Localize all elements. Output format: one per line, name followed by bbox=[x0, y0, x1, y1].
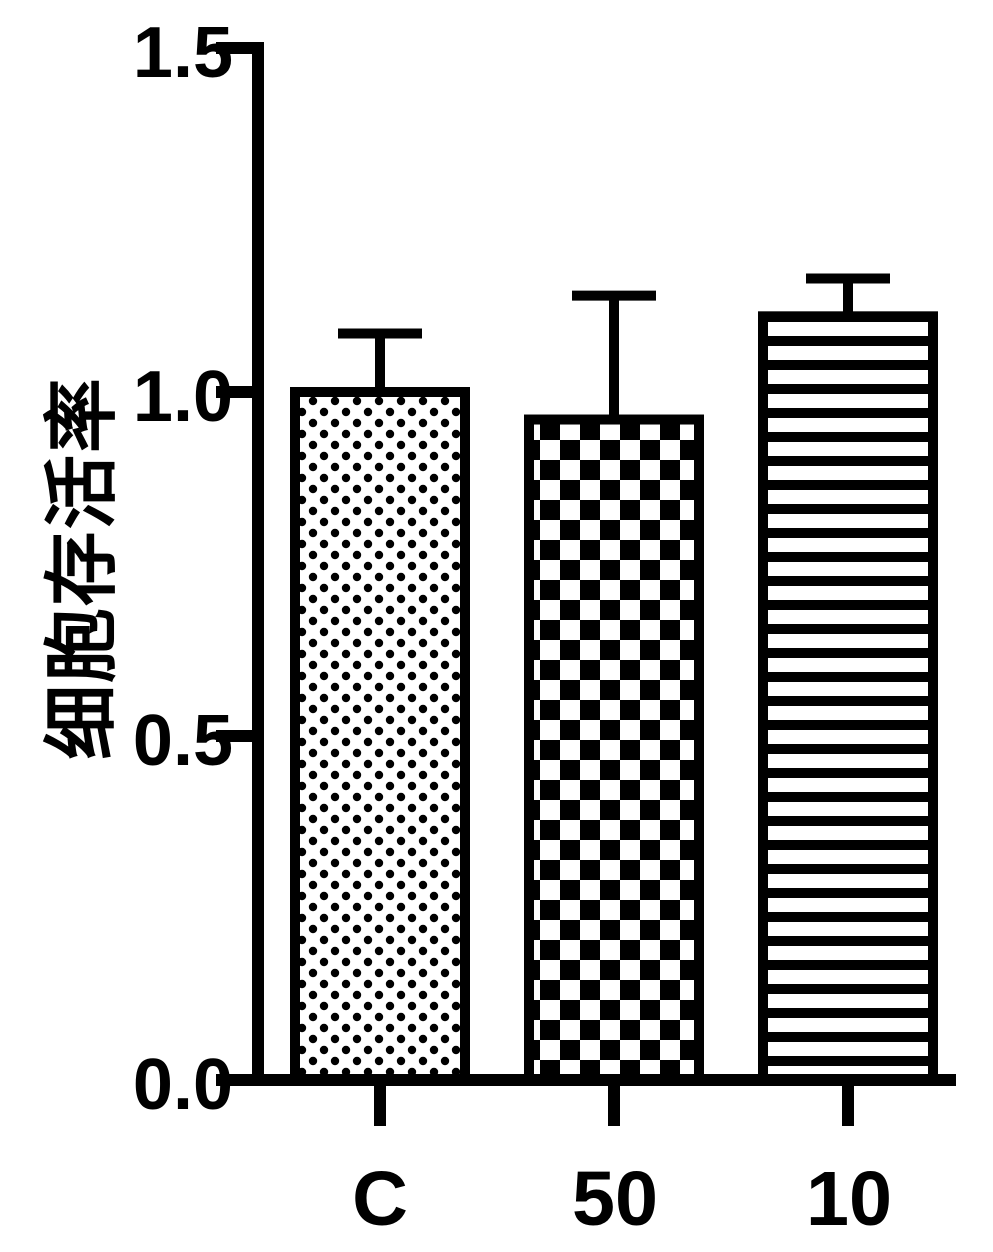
bar-10 bbox=[763, 316, 933, 1080]
bar-C bbox=[295, 392, 465, 1080]
y-axis-label: 细胞存活率 bbox=[21, 460, 130, 760]
ytick-label-2: 1.0 bbox=[133, 356, 233, 438]
xtick-label-2: 10 bbox=[784, 1155, 914, 1244]
bar-chart: 细胞存活率 0.0 0.5 1.0 1.5 C 50 10 bbox=[0, 0, 993, 1252]
ytick-label-0: 0.0 bbox=[133, 1044, 233, 1126]
ytick-label-3: 1.5 bbox=[133, 12, 233, 94]
ytick-label-1: 0.5 bbox=[133, 700, 233, 782]
xtick-label-0: C bbox=[340, 1155, 420, 1244]
bar-50 bbox=[529, 420, 699, 1080]
xtick-label-1: 50 bbox=[550, 1155, 680, 1244]
